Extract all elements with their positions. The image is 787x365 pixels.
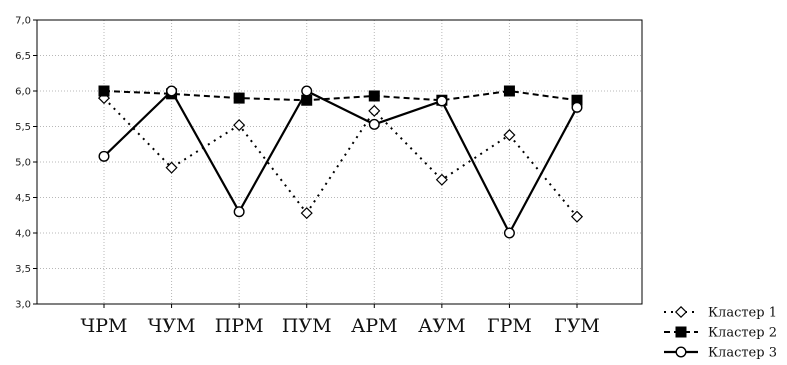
x-tick-label: ГУМ — [554, 315, 600, 337]
legend: Кластер 1 Кластер 2 Кластер 3 — [664, 306, 777, 361]
data-point — [368, 90, 380, 102]
data-point — [435, 173, 448, 186]
series-line — [103, 89, 578, 235]
data-point — [233, 92, 245, 104]
x-axis: ЧРМ ЧУМ ПРМ ПУМ АРМ АУМ ГРМ ГУМ — [81, 304, 600, 337]
data-point — [571, 101, 583, 113]
x-tick-label: ГРМ — [487, 315, 532, 337]
y-tick-label: 6,5 — [15, 51, 31, 62]
y-tick-label: 3,5 — [15, 264, 31, 275]
y-tick-label: 6,0 — [15, 87, 31, 98]
x-tick-label: ПУМ — [282, 315, 332, 337]
data-point — [300, 207, 313, 220]
series-line — [103, 97, 578, 218]
x-tick-label: ПРМ — [215, 315, 264, 337]
y-tick-label: 5,0 — [15, 158, 31, 169]
x-tick-label: АРМ — [351, 315, 398, 337]
data-point — [166, 85, 178, 97]
y-tick-label: 5,5 — [15, 122, 31, 133]
y-axis: 3,0 3,5 4,0 4,5 5,0 5,5 6,0 6,5 7,0 — [15, 16, 37, 311]
series-3 — [98, 85, 583, 239]
series-2 — [98, 85, 583, 106]
data-point — [301, 85, 313, 97]
legend-marker — [674, 305, 688, 319]
y-tick-label: 4,5 — [15, 193, 31, 204]
data-point — [98, 150, 110, 162]
x-tick-label: ЧРМ — [81, 315, 128, 337]
grid — [37, 20, 642, 304]
series-group — [97, 85, 584, 239]
x-tick-label: АУМ — [418, 315, 466, 337]
data-point — [503, 227, 515, 239]
data-point — [436, 95, 448, 107]
legend-label: Кластер 1 — [708, 306, 777, 321]
legend-label: Кластер 3 — [708, 346, 777, 361]
series-1 — [97, 92, 584, 223]
data-point — [503, 128, 516, 142]
data-point — [368, 104, 381, 117]
data-point — [233, 206, 245, 218]
data-point — [503, 85, 515, 97]
series-line — [103, 90, 578, 102]
data-point — [368, 118, 380, 130]
y-tick-label: 3,0 — [15, 300, 31, 311]
legend-item: Кластер 1 — [664, 306, 777, 321]
legend-item: Кластер 2 — [664, 326, 777, 341]
y-tick-label: 4,0 — [15, 229, 31, 240]
x-tick-label: ЧУМ — [148, 315, 196, 337]
legend-marker — [675, 326, 687, 338]
data-point — [570, 210, 584, 223]
data-point — [165, 161, 178, 174]
data-point — [233, 119, 246, 132]
legend-marker — [675, 346, 687, 358]
data-point — [98, 85, 110, 97]
legend-label: Кластер 2 — [708, 326, 777, 341]
y-tick-label: 7,0 — [15, 16, 31, 27]
legend-item: Кластер 3 — [664, 346, 777, 361]
